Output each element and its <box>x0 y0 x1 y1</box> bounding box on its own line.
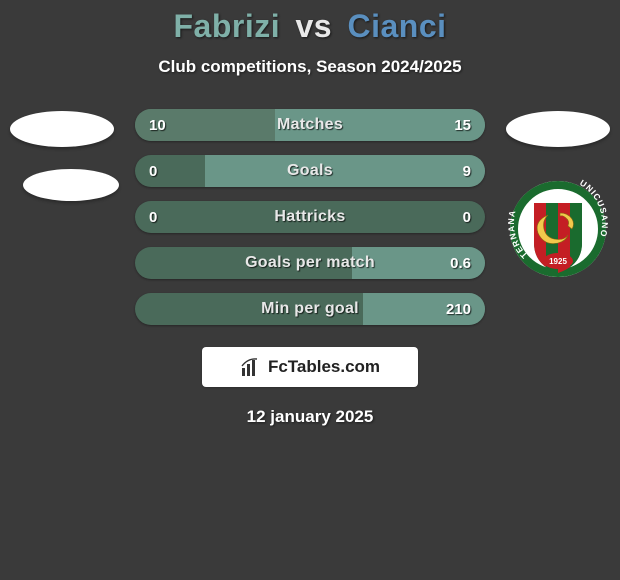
bar-label: Min per goal <box>135 293 485 325</box>
bar-row: 0Hattricks0 <box>135 201 485 233</box>
bar-row: 0Goals9 <box>135 155 485 187</box>
bar-value-right: 0.6 <box>450 247 471 279</box>
player1-club-placeholder <box>23 169 119 201</box>
page-title: Fabrizi vs Cianci <box>0 8 620 45</box>
bar-label: Matches <box>135 109 485 141</box>
bar-value-right: 9 <box>463 155 471 187</box>
comparison-bars: 10Matches150Goals90Hattricks0Goals per m… <box>135 109 485 325</box>
bar-value-right: 210 <box>446 293 471 325</box>
main-row: 10Matches150Goals90Hattricks0Goals per m… <box>0 109 620 325</box>
fctables-logo: FcTables.com <box>202 347 418 387</box>
bar-row: Min per goal210 <box>135 293 485 325</box>
bar-row: Goals per match0.6 <box>135 247 485 279</box>
bar-value-right: 0 <box>463 201 471 233</box>
logo-text: FcTables.com <box>268 357 380 377</box>
title-player2: Cianci <box>347 8 446 44</box>
svg-text:1925: 1925 <box>549 257 567 266</box>
player2-club-badge: UNICUSANO TERNANA <box>508 169 608 291</box>
bar-label: Hattricks <box>135 201 485 233</box>
date-label: 12 january 2025 <box>0 407 620 427</box>
title-player1: Fabrizi <box>173 8 280 44</box>
subtitle: Club competitions, Season 2024/2025 <box>0 57 620 77</box>
left-player-col <box>7 109 117 201</box>
player2-avatar-placeholder <box>506 111 610 147</box>
bar-label: Goals <box>135 155 485 187</box>
title-vs: vs <box>296 8 333 44</box>
ternana-badge-icon: UNICUSANO TERNANA <box>508 169 608 291</box>
bars-icon <box>240 356 262 378</box>
right-player-col: UNICUSANO TERNANA <box>503 109 613 291</box>
bar-value-right: 15 <box>454 109 471 141</box>
infographic-container: Fabrizi vs Cianci Club competitions, Sea… <box>0 0 620 427</box>
bar-row: 10Matches15 <box>135 109 485 141</box>
player1-avatar-placeholder <box>10 111 114 147</box>
bar-label: Goals per match <box>135 247 485 279</box>
